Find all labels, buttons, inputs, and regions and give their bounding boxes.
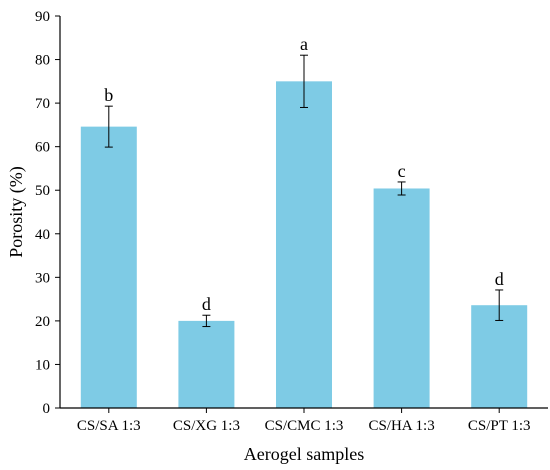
x-tick-label: CS/XG 1:3: [173, 418, 240, 434]
y-tick-label: 50: [35, 183, 50, 199]
significance-letter: c: [398, 161, 406, 181]
y-tick-label: 80: [35, 53, 50, 69]
significance-letter: a: [300, 34, 308, 54]
y-tick-label: 90: [35, 9, 50, 25]
bar: [471, 305, 528, 408]
significance-letter: b: [104, 85, 113, 105]
significance-letter: d: [495, 269, 504, 289]
bar: [276, 81, 332, 408]
error-bars-group: [104, 54, 504, 328]
bar: [373, 188, 430, 408]
y-tick-label: 0: [43, 401, 51, 417]
x-tick-label: CS/CMC 1:3: [265, 418, 344, 434]
x-tick-label: CS/HA 1:3: [368, 418, 434, 434]
y-tick-label: 10: [35, 357, 50, 373]
bar: [178, 320, 235, 408]
x-tick-label: CS/PT 1:3: [468, 418, 531, 434]
y-axis-title: Porosity (%): [6, 166, 27, 258]
y-tick-label: 20: [35, 314, 50, 330]
significance-letters-group: b d a c d: [104, 34, 503, 314]
y-tick-label: 40: [35, 227, 50, 243]
y-tick-label: 60: [35, 140, 50, 156]
x-axis-ticks: CS/SA 1:3 CS/XG 1:3 CS/CMC 1:3 CS/HA 1:3 CS/…: [77, 408, 531, 434]
y-axis-ticks: 0 10 20 30 40 50 60 70 80 90: [35, 9, 60, 417]
significance-letter: d: [202, 294, 211, 314]
y-tick-label: 70: [35, 96, 50, 112]
y-tick-label: 30: [35, 270, 50, 286]
x-axis-title: Aerogel samples: [244, 444, 364, 464]
bars-group: [80, 81, 528, 409]
bar: [80, 126, 137, 409]
x-tick-label: CS/SA 1:3: [77, 418, 141, 434]
